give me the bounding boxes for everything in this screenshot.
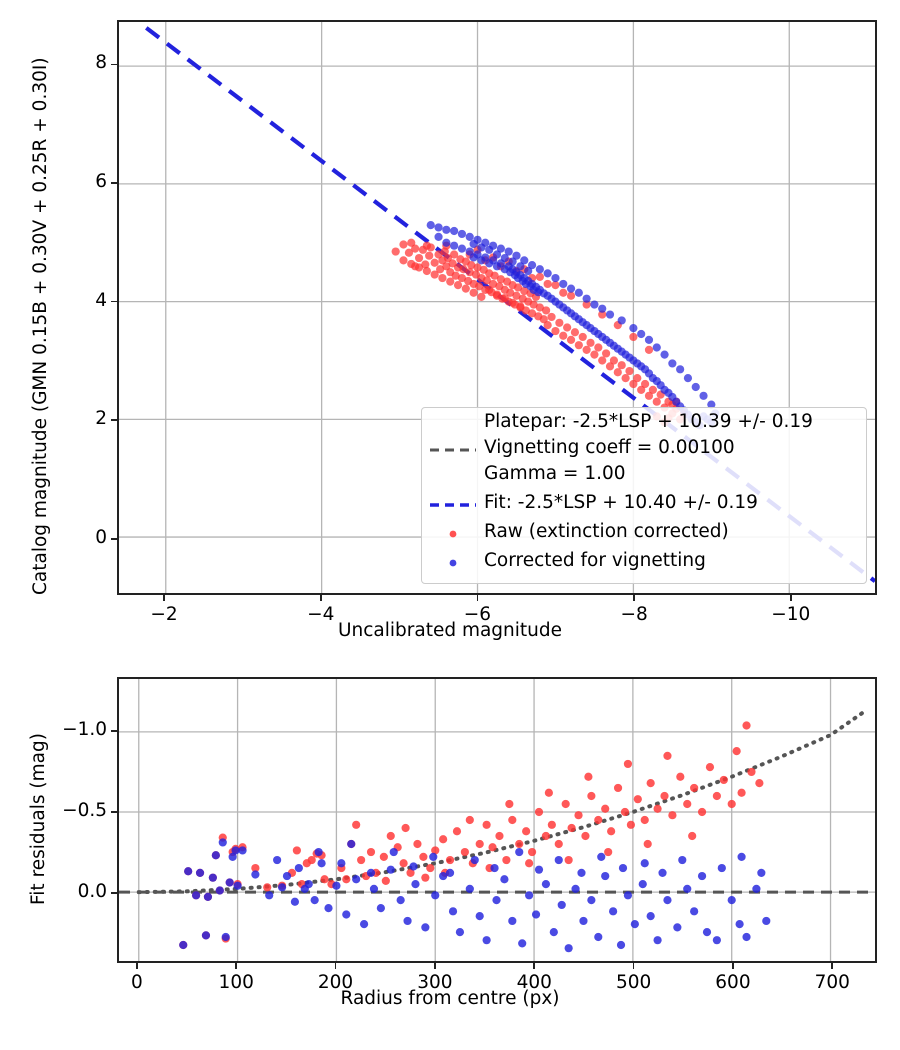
fit-residuals-axes	[117, 677, 877, 963]
bottom-yaxis-label: Fit residuals (mag)	[28, 733, 49, 905]
y-tick-mark	[111, 729, 117, 732]
legend-row-vignetting: Vignetting coeff = 0.00100	[422, 437, 735, 458]
x-tick-mark	[319, 595, 322, 601]
x-tick-mark	[434, 963, 436, 969]
x-tick-mark	[831, 963, 834, 969]
x-tick-mark	[135, 963, 138, 969]
x-tick-mark	[789, 595, 792, 601]
x-tick-label: 100	[218, 972, 254, 993]
y-tick-label: −1.0	[62, 718, 107, 740]
y-tick-mark	[111, 182, 117, 184]
legend-corrected-label: Corrected for vignetting	[484, 550, 706, 571]
x-tick-mark	[334, 963, 337, 969]
x-tick-mark	[632, 963, 635, 969]
legend-row-fit: Fit: -2.5*LSP + 10.40 +/- 0.19	[422, 492, 758, 513]
legend-row-raw: Raw (extinction corrected)	[422, 521, 729, 542]
y-tick-mark	[111, 892, 117, 895]
x-tick-mark	[732, 963, 734, 969]
platepar-dashed-line-icon	[430, 448, 476, 452]
y-tick-label: 4	[95, 289, 107, 311]
y-tick-label: 0	[95, 526, 107, 548]
x-tick-mark	[633, 595, 635, 601]
x-tick-mark	[533, 963, 536, 969]
y-tick-mark	[111, 537, 117, 540]
x-tick-label: −2	[150, 604, 178, 625]
y-tick-label: 0.0	[77, 881, 107, 903]
bottom-xaxis-label: Radius from centre (px)	[340, 988, 560, 1009]
x-tick-label: −8	[620, 604, 648, 625]
x-tick-label: −4	[307, 604, 335, 625]
x-tick-mark	[476, 595, 479, 601]
x-tick-label: −10	[771, 604, 811, 625]
y-tick-mark	[111, 419, 117, 422]
corrected-point-marker-icon	[449, 559, 457, 567]
legend-row-gamma: Gamma = 1.00	[422, 463, 626, 484]
y-tick-mark	[111, 63, 117, 66]
fit-dashed-line-icon	[430, 503, 476, 507]
x-tick-label: 400	[516, 972, 552, 993]
legend-gamma-label: Gamma = 1.00	[484, 463, 626, 484]
legend-vignetting-label: Vignetting coeff = 0.00100	[484, 437, 735, 458]
legend-raw-label: Raw (extinction corrected)	[484, 521, 729, 542]
x-tick-label: 300	[417, 972, 453, 993]
y-tick-label: −0.5	[62, 799, 107, 821]
top-xaxis-label: Uncalibrated magnitude	[337, 620, 563, 641]
y-tick-label: 2	[95, 408, 107, 430]
x-tick-label: −6	[463, 604, 492, 625]
x-tick-label: 700	[814, 972, 850, 993]
legend-platepar-label: Platepar: -2.5*LSP + 10.39 +/- 0.19	[484, 411, 813, 432]
x-tick-mark	[235, 963, 238, 969]
y-tick-mark	[111, 300, 117, 303]
x-tick-label: 0	[130, 972, 143, 993]
y-tick-mark	[111, 810, 117, 813]
x-tick-label: 500	[615, 972, 652, 993]
x-tick-label: 600	[715, 972, 751, 993]
residuals-plot-canvas	[119, 679, 875, 961]
legend-fit-label: Fit: -2.5*LSP + 10.40 +/- 0.19	[484, 492, 758, 513]
x-tick-mark	[163, 595, 165, 601]
y-tick-label: 6	[95, 171, 107, 192]
x-tick-label: 200	[317, 972, 354, 993]
legend-row-corrected: Corrected for vignetting	[422, 550, 706, 571]
top-yaxis-label: Catalog magnitude (GMN 0.15B + 0.30V + 0…	[30, 57, 51, 595]
y-tick-label: 8	[95, 52, 107, 74]
raw-point-marker-icon	[449, 530, 457, 538]
legend-row-platepar: Platepar: -2.5*LSP + 10.39 +/- 0.19	[422, 411, 813, 432]
legend: Platepar: -2.5*LSP + 10.39 +/- 0.19 Vign…	[421, 407, 867, 584]
